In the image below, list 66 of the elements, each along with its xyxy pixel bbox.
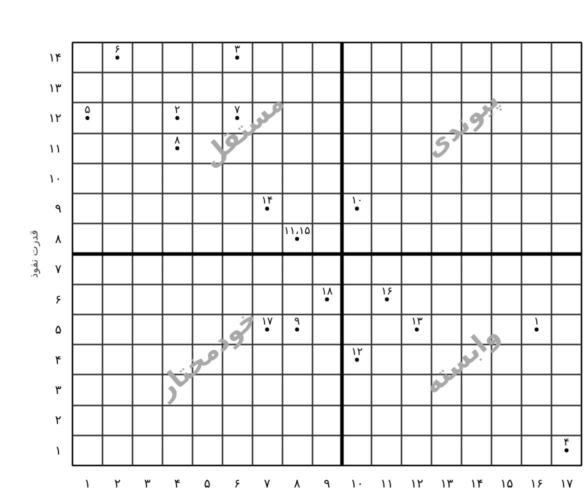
x-tick-label: ۷ (264, 476, 271, 490)
series-label: ۱۲ (351, 344, 363, 358)
point (354, 206, 359, 211)
x-tick-label: ۶ (234, 476, 240, 490)
y-tick-label: ۶ (55, 292, 62, 306)
series-label: ۱۶ (381, 284, 393, 298)
x-tick-label: ۱۷ (560, 476, 574, 490)
y-axis-title: قدرت نفوذ (28, 230, 41, 278)
point (235, 56, 240, 60)
annotation: پیوندی (418, 84, 506, 164)
y-tick-label: ۱۳ (48, 80, 62, 95)
x-tick-label: ۴ (174, 476, 181, 490)
point (384, 297, 389, 302)
series-label: ۲ (174, 103, 180, 116)
x-tick-label: ۱۰ (350, 476, 364, 490)
y-tick-label: ۱۰ (48, 171, 62, 186)
y-tick-label: ۸ (55, 232, 62, 246)
point (325, 297, 329, 302)
point (354, 358, 359, 362)
point (265, 206, 270, 211)
x-tick-label: ۱۶ (530, 476, 544, 490)
y-tick-label: ۱ (55, 443, 62, 458)
series-label: ۵ (84, 103, 91, 116)
point (295, 236, 300, 241)
point (265, 328, 270, 332)
y-tick-label: ۲ (55, 413, 62, 428)
point (175, 146, 180, 150)
x-tick-label: ۳ (144, 476, 152, 490)
x-tick-label: ۹ (324, 476, 330, 490)
series-label: ۱۱،۱۵ (284, 224, 310, 237)
point (534, 328, 539, 332)
series-label: ۱۸ (321, 284, 333, 298)
series-label: ۹ (294, 314, 300, 328)
point (115, 56, 120, 60)
point (295, 328, 300, 332)
x-tick-label: ۱ (84, 476, 91, 490)
series-label: ۳ (234, 42, 240, 56)
x-tick-label: ۱۱ (380, 476, 394, 490)
y-tick-label: ۱۲ (48, 111, 62, 126)
x-tick-label: ۵ (204, 476, 210, 490)
y-tick-label: ۷ (55, 262, 62, 276)
series-label: ۴ (564, 435, 570, 448)
x-tick-label: ۱۳ (440, 476, 454, 490)
y-tick-label: ۱۴ (48, 50, 62, 65)
x-tick-label: ۸ (294, 476, 301, 490)
x-tick-label: ۱۴ (470, 476, 484, 490)
annotation: خودمختار (149, 302, 264, 406)
y-tick-label: ۳ (55, 382, 62, 397)
x-tick-label: ۱۵ (500, 476, 514, 490)
y-tick-label: ۵ (55, 322, 62, 337)
series-label: ۱۳ (411, 314, 423, 328)
x-tick-label: ۱۲ (410, 476, 424, 490)
point (564, 448, 569, 452)
series-label: ۱۴ (261, 194, 274, 207)
series-label: ۸ (174, 133, 180, 146)
series-label: ۶ (114, 42, 120, 56)
y-tick-label: ۴ (55, 352, 62, 367)
series-label: ۱ (534, 314, 540, 328)
y-tick-label: ۹ (55, 202, 62, 216)
series-label: ۱۰ (351, 194, 363, 207)
y-tick-label: ۱۱ (48, 141, 62, 156)
point (85, 116, 90, 120)
series-label: ۱۷ (261, 314, 274, 328)
x-tick-label: ۲ (114, 476, 121, 490)
point (175, 116, 180, 120)
point (414, 328, 419, 332)
